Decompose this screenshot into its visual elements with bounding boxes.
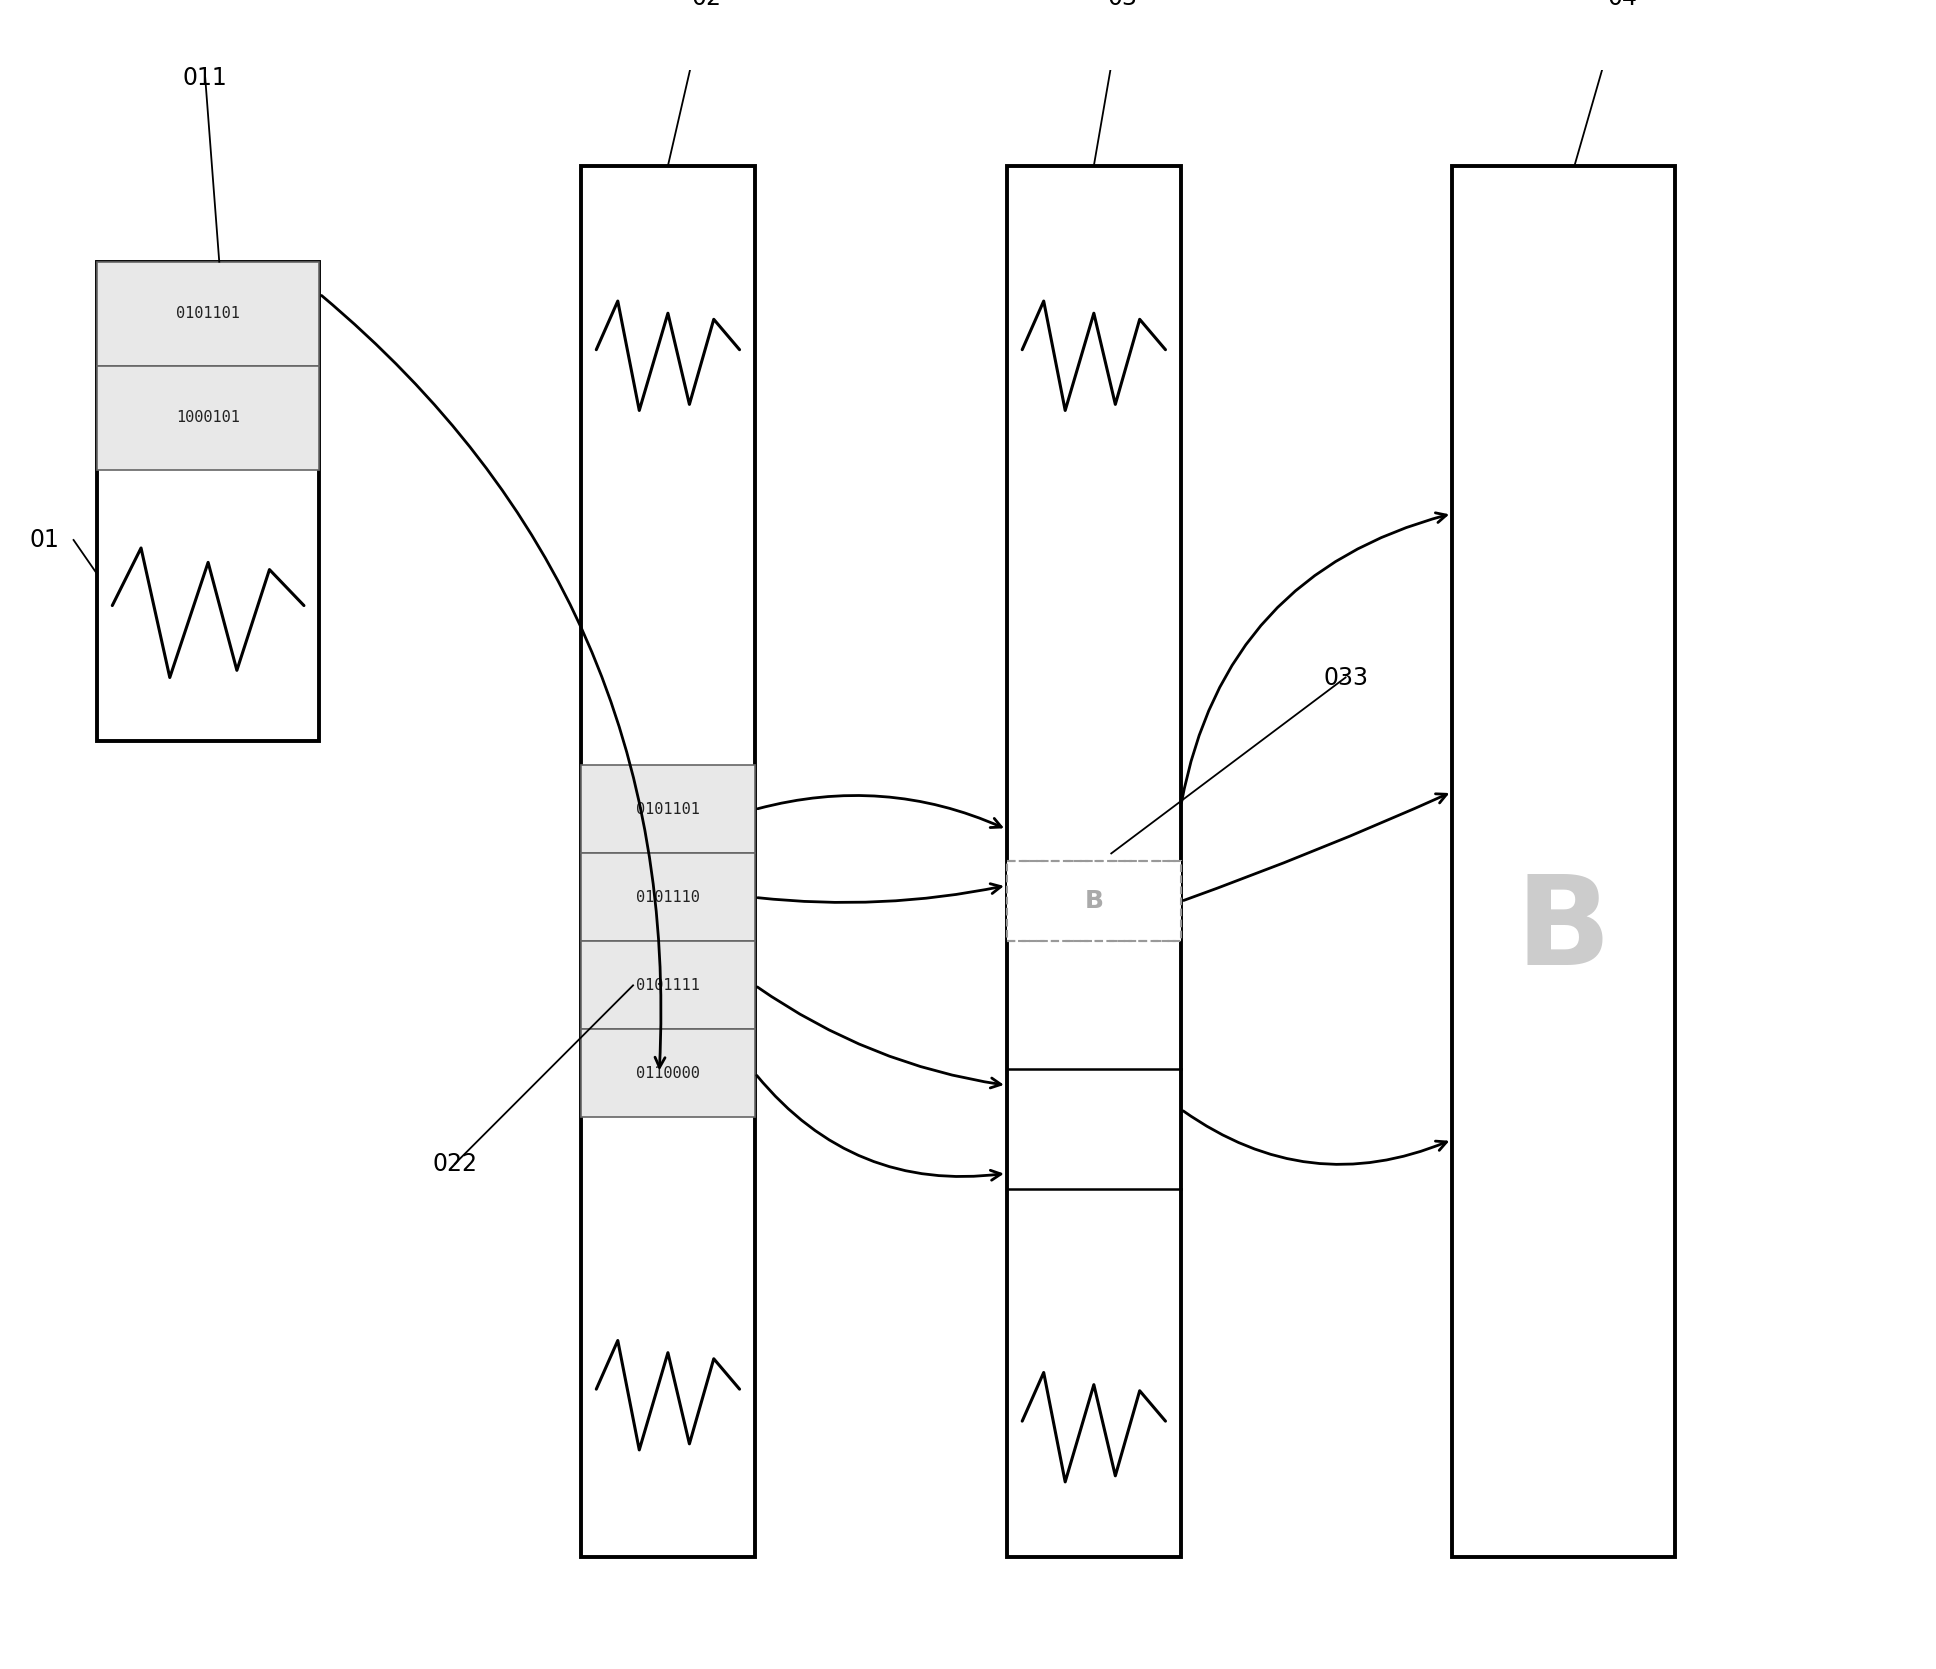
Text: 0101111: 0101111: [637, 978, 699, 993]
Text: 04: 04: [1609, 0, 1638, 10]
Text: 011: 011: [182, 65, 228, 90]
Bar: [581, 766, 755, 853]
Text: 01: 01: [29, 527, 58, 552]
Bar: [581, 853, 755, 941]
Bar: [1007, 165, 1181, 1557]
Text: 02: 02: [691, 0, 722, 10]
Bar: [97, 366, 319, 469]
Text: B: B: [1084, 890, 1104, 913]
Text: 1000101: 1000101: [176, 411, 240, 426]
Text: 0110000: 0110000: [637, 1066, 699, 1082]
Bar: [581, 165, 755, 1557]
Text: 022: 022: [432, 1152, 478, 1175]
Bar: [1007, 861, 1181, 941]
Bar: [1452, 165, 1675, 1557]
Bar: [581, 1030, 755, 1117]
Bar: [97, 262, 319, 366]
Bar: [97, 262, 319, 741]
Text: 03: 03: [1107, 0, 1138, 10]
Text: B: B: [1516, 871, 1611, 991]
Text: 0101101: 0101101: [176, 305, 240, 320]
Text: 033: 033: [1322, 666, 1369, 689]
Bar: [581, 941, 755, 1030]
Text: 0101101: 0101101: [637, 801, 699, 816]
Text: 0101110: 0101110: [637, 890, 699, 905]
